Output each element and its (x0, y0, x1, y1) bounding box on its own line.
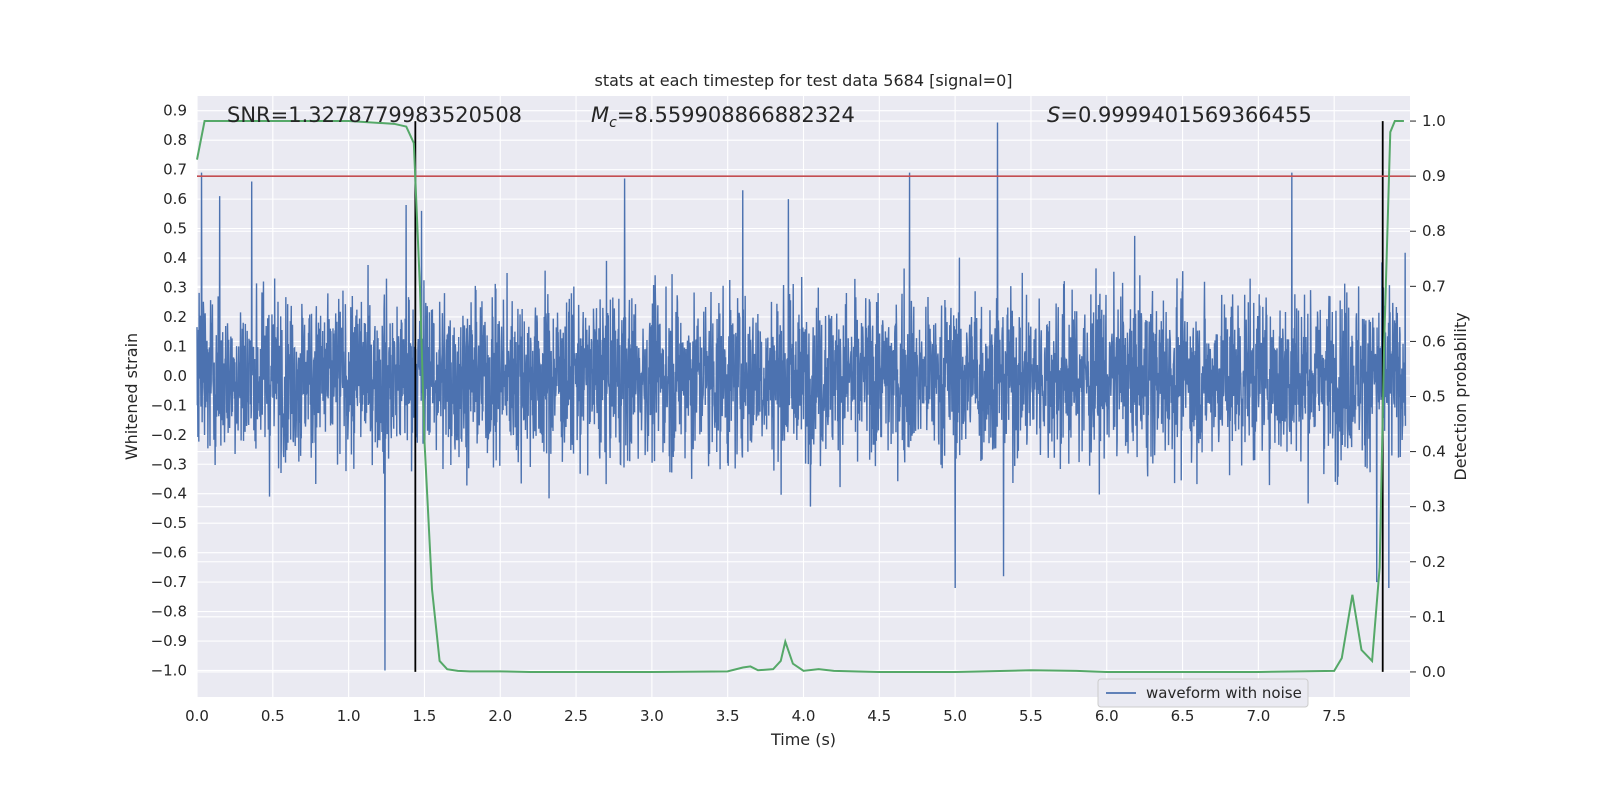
s-annotation: S=0.9999401569366455 (1047, 103, 1312, 127)
x-tick-label: 0.5 (261, 707, 285, 725)
y-tick-label: 0.0 (163, 367, 187, 385)
x-tick-label: 6.5 (1171, 707, 1195, 725)
y-tick-label: −0.6 (151, 544, 187, 562)
legend-label: waveform with noise (1146, 684, 1302, 702)
y2-tick-label: 0.8 (1422, 222, 1446, 240)
x-axis-label: Time (s) (770, 730, 836, 749)
s-symbol: S (1047, 103, 1060, 127)
y-tick-label: 0.2 (163, 308, 187, 326)
y2-tick-label: 0.5 (1422, 388, 1446, 406)
y-tick-label: 0.3 (163, 278, 187, 296)
y-axis-label: Whitened strain (122, 333, 141, 460)
x-tick-label: 1.5 (413, 707, 437, 725)
y-tick-label: 0.1 (163, 337, 187, 355)
y-tick-label: 0.6 (163, 190, 187, 208)
y2-axis-label: Detection probability (1451, 312, 1470, 480)
y2-tick-label: 0.9 (1422, 167, 1446, 185)
probability-line (196, 120, 1404, 673)
y-tick-label: −0.4 (151, 485, 187, 503)
y2-tick-label: 0.3 (1422, 498, 1446, 516)
x-tick-label: 0.0 (185, 707, 209, 725)
legend-box (1097, 678, 1309, 708)
y2-tick-label: 0.1 (1422, 608, 1446, 626)
y2-tick-label: 0.6 (1422, 332, 1446, 350)
chart-title: stats at each timestep for test data 568… (594, 71, 1012, 90)
x-tick-label: 2.0 (488, 707, 512, 725)
x-tick-label: 2.5 (564, 707, 588, 725)
waveform-line (196, 122, 1407, 671)
x-tick-label: 7.5 (1322, 707, 1346, 725)
y-tick-label: −1.0 (151, 661, 187, 679)
y2-tick-label: 0.4 (1422, 443, 1446, 461)
y-tick-label: −0.5 (151, 514, 187, 532)
y-tick-label: 0.7 (163, 161, 187, 179)
y2-tick-label: 0.7 (1422, 277, 1446, 295)
y-tick-label: −0.7 (151, 573, 187, 591)
y2-tick-label: 0.0 (1422, 663, 1446, 681)
y-tick-label: −0.8 (151, 603, 187, 621)
mc-annotation: Mc=8.559908866882324 (591, 103, 855, 131)
y-tick-label: 0.8 (163, 131, 187, 149)
s-value: =0.9999401569366455 (1060, 103, 1311, 127)
snr-annotation: SNR=1.3278779983520508 (227, 103, 522, 127)
x-tick-labels: 0.0 0.5 1.0 1.5 2.0 2.5 3.0 3.5 4.0 4.5 5.0 5.5 6.0 6… (185, 707, 1346, 725)
y-tick-label: 0.9 (163, 102, 187, 120)
detection-probability-series (196, 120, 1404, 673)
x-tick-label: 3.0 (640, 707, 664, 725)
x-tick-label: 1.0 (337, 707, 361, 725)
y2-tick-labels: 1.0 0.9 0.8 0.7 0.6 0.5 0.4 0.3 0.2 0.1 0.0 (1410, 112, 1446, 681)
x-tick-label: 4.5 (867, 707, 891, 725)
legend: waveform with noise (1097, 678, 1309, 708)
y-tick-label: −0.1 (151, 396, 187, 414)
y-tick-label: −0.9 (151, 632, 187, 650)
x-tick-label: 6.0 (1095, 707, 1119, 725)
y-tick-label: 0.4 (163, 249, 187, 267)
y2-tick-label: 0.2 (1422, 553, 1446, 571)
y2-tick-label: 1.0 (1422, 112, 1446, 130)
y-tick-label: −0.3 (151, 455, 187, 473)
x-tick-label: 3.5 (716, 707, 740, 725)
y-tick-label: 0.5 (163, 220, 187, 238)
y-tick-label: −0.2 (151, 426, 187, 444)
x-tick-label: 5.0 (943, 707, 967, 725)
x-tick-label: 5.5 (1019, 707, 1043, 725)
mc-subscript: c (609, 115, 617, 131)
y-tick-labels: 0.9 0.8 0.7 0.6 0.5 0.4 0.3 0.2 0.1 0.0 −0.1 −0.2 −0… (151, 102, 187, 680)
mc-symbol: M (591, 103, 609, 127)
waveform-series (196, 122, 1407, 671)
mc-value: =8.559908866882324 (617, 103, 855, 127)
x-tick-label: 4.0 (792, 707, 816, 725)
x-tick-label: 7.0 (1246, 707, 1270, 725)
